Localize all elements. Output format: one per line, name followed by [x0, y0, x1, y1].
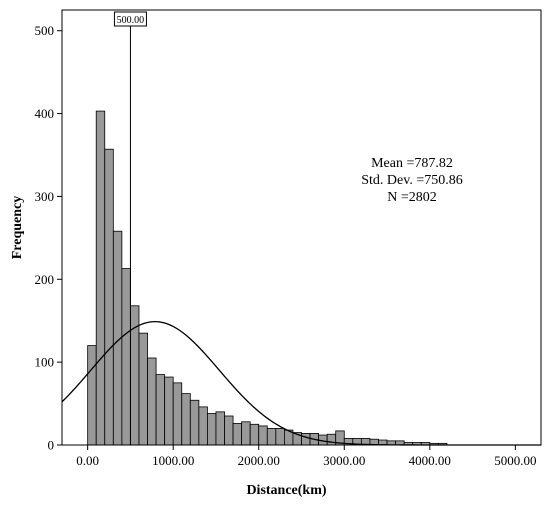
stat-mean: Mean =787.82 — [371, 156, 453, 171]
histogram-bar — [275, 428, 285, 446]
x-tick-label: 4000.00 — [409, 453, 451, 468]
plot-frame — [61, 9, 542, 446]
histogram-bar — [181, 393, 191, 446]
histogram-bar — [215, 411, 225, 446]
x-tick-label: 1000.00 — [152, 453, 194, 468]
y-tick-label: 300 — [35, 189, 55, 204]
x-axis-title: Distance(km) — [246, 483, 326, 498]
x-tick-label: 5000.00 — [494, 453, 536, 468]
histogram-bar — [172, 382, 183, 446]
x-axis: 0.00 1000.00 2000.00 3000.00 4000.00 5000.00 — [76, 445, 536, 468]
y-tick-label: 500 — [35, 23, 55, 38]
histogram-bar — [189, 399, 200, 446]
y-axis: 0 100 200 300 400 500 — [35, 23, 62, 453]
histogram-bar — [207, 413, 217, 446]
histogram-bar — [198, 406, 208, 446]
reference-line-label: 500.00 — [117, 15, 145, 26]
reference-line-label-box — [113, 11, 147, 27]
histogram-bar — [95, 110, 106, 446]
y-tick-label: 100 — [35, 355, 55, 370]
histogram-bar — [249, 423, 260, 446]
histogram-bar — [164, 376, 174, 446]
histogram-bar — [155, 374, 166, 446]
y-tick-label: 200 — [35, 272, 55, 287]
histogram-bar — [147, 357, 157, 446]
stat-std-dev: Std. Dev. =750.86 — [361, 173, 463, 188]
x-tick-label: 0.00 — [76, 453, 99, 468]
x-tick-label: 3000.00 — [323, 453, 365, 468]
y-axis-title: Frequency — [10, 196, 25, 260]
histogram-bar — [301, 432, 311, 446]
histogram-bar — [241, 421, 251, 446]
histogram-bar — [224, 415, 234, 446]
histogram-bar — [87, 345, 97, 446]
reference-line-group: 500.00 — [113, 11, 147, 445]
y-tick-label: 0 — [48, 438, 55, 453]
histogram-bar — [266, 428, 277, 446]
histogram-bar — [258, 425, 268, 446]
y-tick-label: 400 — [35, 106, 55, 121]
histogram-bar — [138, 332, 148, 446]
histogram-bar — [326, 433, 337, 446]
histogram-bar — [104, 148, 114, 446]
x-tick-label: 2000.00 — [238, 453, 280, 468]
histogram-bar — [232, 423, 243, 446]
histogram-bar — [121, 268, 131, 446]
stats-annotation: Mean =787.82 Std. Dev. =750.86 N =2802 — [361, 156, 463, 205]
stat-n: N =2802 — [387, 190, 437, 205]
